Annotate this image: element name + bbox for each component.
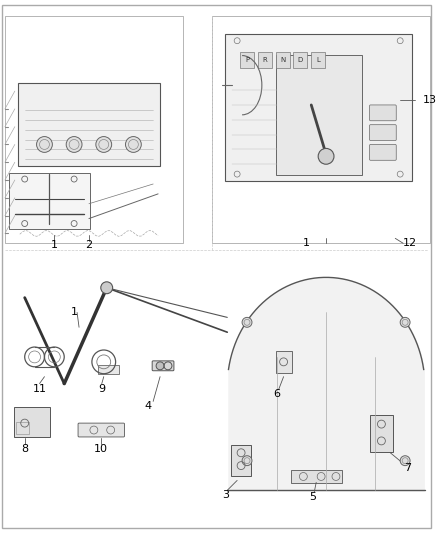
Text: 5: 5 <box>309 492 316 502</box>
FancyBboxPatch shape <box>370 105 396 121</box>
Text: 13: 13 <box>423 95 437 105</box>
Text: 3: 3 <box>222 490 229 500</box>
Text: D: D <box>298 58 303 63</box>
Circle shape <box>36 136 53 152</box>
Circle shape <box>400 456 410 466</box>
Text: N: N <box>280 58 285 63</box>
FancyBboxPatch shape <box>98 365 119 374</box>
Text: 4: 4 <box>145 401 152 411</box>
FancyBboxPatch shape <box>14 407 50 437</box>
FancyBboxPatch shape <box>276 54 362 175</box>
Text: 12: 12 <box>403 238 417 248</box>
Circle shape <box>66 136 82 152</box>
Circle shape <box>156 362 164 370</box>
Text: 1: 1 <box>303 238 310 248</box>
Text: R: R <box>262 58 267 63</box>
FancyBboxPatch shape <box>152 361 174 371</box>
FancyBboxPatch shape <box>370 125 396 141</box>
Text: 9: 9 <box>98 384 105 393</box>
Circle shape <box>126 136 141 152</box>
Circle shape <box>318 148 334 164</box>
FancyBboxPatch shape <box>276 52 290 68</box>
FancyBboxPatch shape <box>276 351 293 373</box>
FancyBboxPatch shape <box>231 445 251 477</box>
Text: 1: 1 <box>71 308 78 318</box>
Text: L: L <box>316 58 320 63</box>
Text: 1: 1 <box>51 240 58 251</box>
Circle shape <box>96 136 112 152</box>
FancyBboxPatch shape <box>5 16 183 243</box>
FancyBboxPatch shape <box>212 16 430 243</box>
Text: 2: 2 <box>85 240 92 251</box>
Text: 10: 10 <box>94 444 108 454</box>
FancyBboxPatch shape <box>78 423 124 437</box>
Text: 6: 6 <box>273 390 280 399</box>
Text: 11: 11 <box>32 384 46 393</box>
Circle shape <box>242 456 252 466</box>
Text: P: P <box>245 58 249 63</box>
FancyBboxPatch shape <box>240 52 254 68</box>
Circle shape <box>242 317 252 327</box>
Text: 7: 7 <box>405 463 412 473</box>
FancyBboxPatch shape <box>293 52 307 68</box>
FancyBboxPatch shape <box>225 34 412 181</box>
FancyBboxPatch shape <box>370 144 396 160</box>
FancyBboxPatch shape <box>9 173 90 229</box>
FancyBboxPatch shape <box>18 83 160 166</box>
FancyBboxPatch shape <box>290 470 342 483</box>
Circle shape <box>101 282 113 294</box>
FancyBboxPatch shape <box>370 415 393 452</box>
FancyBboxPatch shape <box>258 52 272 68</box>
FancyBboxPatch shape <box>311 52 325 68</box>
Text: 8: 8 <box>21 444 28 454</box>
Circle shape <box>400 317 410 327</box>
